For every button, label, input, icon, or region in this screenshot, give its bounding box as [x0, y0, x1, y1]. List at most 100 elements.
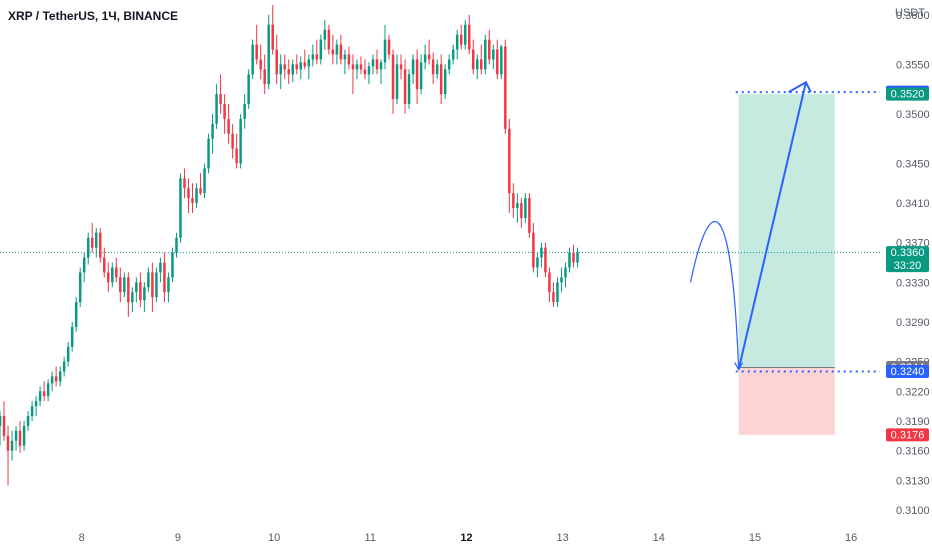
candle-body: [399, 64, 403, 70]
candle-body: [484, 39, 487, 70]
candle-body: [307, 59, 311, 67]
candle-body: [74, 302, 78, 327]
candle-body: [99, 232, 102, 258]
candle-body: [508, 128, 511, 194]
candle-body: [18, 430, 22, 446]
candle-body: [263, 69, 266, 85]
chart-title: XRP / TetherUS, 1Ч, BINANCE: [8, 9, 178, 23]
candle-body: [512, 193, 515, 209]
position-tool[interactable]: [738, 94, 835, 435]
candle-body: [247, 74, 250, 105]
candle-body: [251, 44, 254, 75]
candle-body: [187, 188, 190, 199]
candle-body: [239, 118, 242, 164]
candle-body: [42, 391, 46, 397]
price-tick-label: 0.3600: [896, 10, 930, 22]
time-tick-label: 13: [556, 532, 568, 544]
candle-body: [215, 94, 218, 124]
candle-body: [560, 277, 563, 283]
price-axis-unit: USDT: [895, 7, 925, 19]
time-tick-label: 9: [175, 532, 181, 544]
candle-body: [415, 59, 419, 90]
candle-body: [62, 361, 66, 372]
price-tag-countdown: 33:20: [894, 260, 922, 272]
candle-body: [119, 277, 122, 293]
candle-body: [171, 252, 174, 278]
candle-body: [66, 346, 70, 362]
candle-body: [295, 64, 299, 70]
time-tick-label: 15: [749, 532, 761, 544]
candle-body: [447, 59, 451, 70]
candle-body: [467, 24, 471, 50]
profit-zone[interactable]: [738, 94, 835, 368]
candle-body: [86, 237, 90, 258]
candle-body: [439, 64, 443, 95]
candle-body: [219, 94, 222, 105]
candle-body: [34, 401, 38, 407]
candle-body: [139, 282, 142, 301]
candle-body: [520, 203, 523, 218]
candle-body: [355, 64, 359, 70]
price-tick-label: 0.3130: [896, 475, 930, 487]
candle-body: [492, 49, 495, 60]
candle-body: [46, 383, 50, 397]
candle-body: [123, 277, 126, 293]
candle-body: [319, 39, 323, 60]
price-tick-label: 0.3100: [896, 505, 930, 517]
candle-body: [179, 178, 182, 238]
candle-body: [419, 62, 423, 90]
candle-body: [443, 69, 447, 95]
candle-body: [572, 252, 575, 263]
candle-body: [0, 416, 2, 426]
candle-body: [223, 104, 226, 119]
candle-body: [435, 64, 439, 75]
time-tick-label: 16: [845, 532, 857, 544]
candle-body: [275, 49, 278, 75]
candle-body: [395, 64, 399, 100]
candle-body: [103, 257, 106, 273]
candle-body: [524, 198, 527, 218]
candle-body: [540, 247, 543, 258]
candle-body: [347, 54, 351, 65]
candle-body: [391, 54, 395, 100]
loss-zone[interactable]: [738, 367, 835, 435]
price-tag: [886, 246, 929, 273]
price-lines: [0, 91, 880, 373]
price-axis[interactable]: 0.36000.35500.35000.34500.34100.33700.33…: [896, 10, 930, 517]
candle-body: [30, 406, 34, 417]
candle-body: [375, 59, 379, 70]
candle-body: [351, 64, 355, 70]
candle-body: [576, 252, 579, 263]
candle-body: [151, 272, 154, 298]
projection-arrow[interactable]: [737, 81, 807, 370]
candle-body: [387, 39, 391, 55]
candle-body: [26, 416, 30, 426]
candle-body: [504, 46, 507, 129]
candle-body: [423, 54, 427, 63]
candle-body: [70, 326, 74, 347]
time-axis[interactable]: 8 9 10 11 12 13 14 15 16: [79, 532, 858, 544]
price-tick-label: 0.3220: [896, 386, 930, 398]
candle-body: [271, 24, 274, 50]
candle-body: [403, 69, 407, 105]
candle-body: [363, 69, 367, 75]
candle-body: [556, 282, 559, 303]
projection-curve[interactable]: [689, 220, 740, 370]
candle-body: [95, 232, 98, 248]
candle-body: [207, 138, 210, 169]
price-tags: 0.35220.35200.336033:200.32440.32400.317…: [886, 85, 929, 442]
candle-body: [2, 416, 6, 436]
candle-body: [323, 29, 327, 40]
projection-arrowhead: [788, 80, 812, 93]
price-tag-label: 0.3360: [891, 247, 925, 259]
candle-body: [14, 430, 18, 441]
candle-body: [243, 104, 246, 119]
candle-body: [287, 69, 290, 75]
projection-drawing[interactable]: [689, 80, 812, 371]
candle-body: [211, 123, 214, 139]
candle-body: [50, 376, 54, 384]
candle-body: [54, 376, 58, 382]
price-tag-label: 0.3520: [891, 89, 925, 101]
